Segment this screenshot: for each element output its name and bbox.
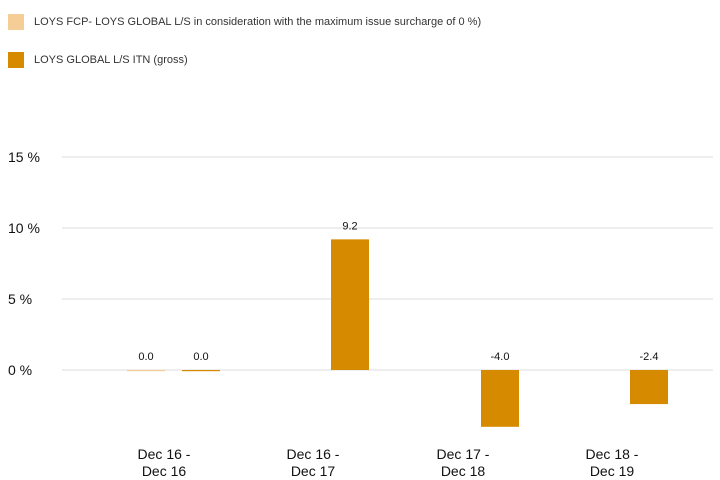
legend-swatch-loys-itn [8, 52, 24, 68]
data-label: 9.2 [342, 220, 357, 232]
data-label: 0.0 [193, 351, 208, 363]
bar [481, 370, 519, 427]
legend-label-loys-fcp: LOYS FCP- LOYS GLOBAL L/S in considerati… [34, 16, 482, 28]
legend-item-loys-itn[interactable]: LOYS GLOBAL L/S ITN (gross) [8, 50, 481, 70]
bar [331, 239, 369, 370]
legend-item-loys-fcp[interactable]: LOYS FCP- LOYS GLOBAL L/S in considerati… [8, 12, 481, 32]
x-tick-label: Dec 18 -Dec 19 [586, 446, 639, 479]
legend: LOYS FCP- LOYS GLOBAL L/S in considerati… [8, 12, 481, 88]
bar [182, 370, 220, 372]
x-tick-label: Dec 16 -Dec 16 [138, 446, 191, 479]
bar [630, 370, 668, 405]
data-label: -4.0 [491, 351, 510, 363]
x-tick-label: Dec 16 -Dec 17 [287, 446, 340, 479]
x-tick-label: Dec 17 -Dec 18 [437, 446, 490, 479]
y-tick-label: 10 % [8, 220, 40, 236]
y-tick-label: 0 % [8, 362, 32, 378]
data-label: 0.0 [138, 351, 153, 363]
data-label: -2.4 [640, 351, 659, 363]
bar [127, 370, 165, 372]
legend-swatch-loys-fcp [8, 14, 24, 30]
legend-label-loys-itn: LOYS GLOBAL L/S ITN (gross) [34, 54, 188, 66]
y-tick-label: 5 % [8, 291, 32, 307]
y-tick-label: 15 % [8, 149, 40, 165]
